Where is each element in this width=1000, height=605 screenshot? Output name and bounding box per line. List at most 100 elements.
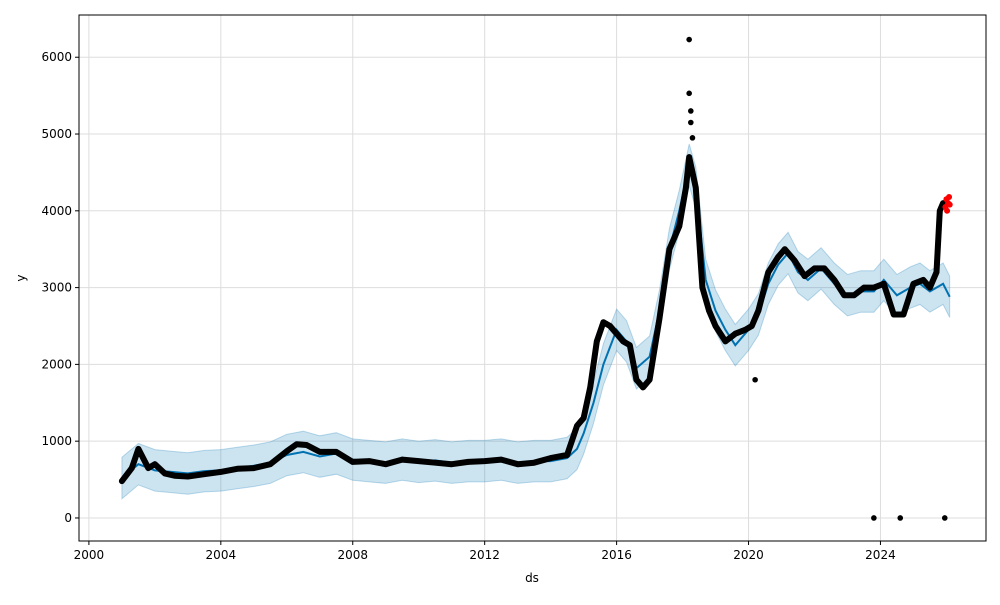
x-tick-label: 2008: [337, 548, 368, 562]
observed-point: [686, 90, 692, 97]
observed-point: [382, 461, 389, 468]
observed-points-layer: [118, 36, 948, 521]
observed-point: [145, 465, 152, 471]
observed-point: [871, 284, 877, 291]
observed-point: [683, 184, 689, 191]
observed-point: [706, 307, 712, 314]
forecast-line-layer: [121, 164, 951, 479]
observed-point: [283, 448, 290, 454]
observed-point: [594, 338, 600, 345]
observed-point: [689, 135, 696, 141]
uncertainty-band: [121, 143, 951, 500]
observed-point: [633, 376, 640, 383]
y-tick-label: 0: [64, 511, 72, 525]
observed-point: [135, 446, 142, 452]
observed-point: [910, 280, 917, 287]
observed-point: [765, 269, 772, 276]
observed-point: [861, 284, 867, 291]
observed-point: [775, 254, 782, 260]
grid: [79, 15, 986, 541]
observed-point: [514, 461, 521, 468]
observed-point: [749, 323, 755, 329]
observed-point: [646, 376, 653, 383]
observed-point: [821, 265, 828, 272]
observed-point: [171, 472, 178, 479]
observed-point: [185, 473, 191, 480]
observed-point: [742, 327, 749, 333]
observed-point: [349, 459, 356, 465]
observed-point: [851, 292, 857, 299]
observed-point: [128, 465, 135, 471]
observed-point: [201, 471, 208, 477]
observed-point: [890, 311, 897, 318]
outlier-point: [946, 201, 953, 208]
observed-point: [871, 515, 877, 521]
outlier-points-layer: [942, 193, 953, 214]
x-tick-label: 2004: [206, 548, 237, 562]
observed-point: [699, 284, 706, 291]
y-axis-label: y: [14, 274, 28, 281]
observed-point: [415, 458, 422, 464]
observed-point: [580, 415, 587, 421]
observed-point: [900, 311, 907, 318]
observed-trace: [118, 154, 947, 485]
outlier-point: [944, 207, 951, 214]
observed-point: [782, 246, 788, 253]
observed-point: [692, 184, 699, 191]
observed-point: [234, 466, 241, 472]
observed-point: [640, 384, 646, 391]
observed-point: [791, 257, 798, 264]
observed-point: [613, 330, 620, 337]
y-tick-label: 4000: [41, 204, 72, 218]
observed-point: [316, 449, 323, 455]
y-tick-label: 3000: [41, 281, 72, 295]
observed-point: [656, 315, 663, 322]
observed-point: [927, 284, 933, 291]
observed-point: [831, 277, 838, 283]
observed-point: [607, 323, 613, 329]
observed-point: [841, 292, 847, 299]
observed-point: [722, 338, 729, 345]
observed-point: [366, 458, 373, 464]
observed-point: [564, 452, 570, 458]
observed-point: [811, 265, 818, 272]
x-tick-label: 2024: [865, 548, 896, 562]
observed-point: [752, 376, 758, 383]
observed-point: [303, 442, 310, 448]
observed-point: [933, 269, 940, 276]
y-axis-ticks: 0 1000 2000 3000 4000 5000 6000: [41, 50, 79, 525]
x-tick-label: 2012: [469, 548, 500, 562]
y-tick-label: 6000: [41, 50, 72, 64]
observed-point: [448, 461, 455, 468]
observed-point: [897, 515, 904, 521]
observed-point: [399, 456, 406, 463]
forecast-line: [121, 164, 951, 479]
observed-point: [465, 459, 471, 465]
observed-point: [801, 273, 808, 279]
observed-point: [676, 223, 683, 229]
observed-point: [587, 384, 594, 391]
observed-point: [218, 469, 224, 475]
observed-point: [547, 455, 554, 461]
observed-point: [688, 108, 694, 114]
observed-point: [732, 330, 739, 337]
x-axis-ticks: 2000 2004 2008 2012 2016 2020 2024: [74, 541, 896, 562]
observed-point: [333, 449, 340, 455]
observed-point: [161, 470, 168, 477]
observed-point: [531, 459, 537, 466]
observed-point: [755, 307, 762, 314]
observed-point: [880, 280, 887, 287]
outlier-point: [946, 193, 953, 200]
observed-point: [689, 169, 696, 176]
plot-frame: [78, 14, 987, 542]
observed-point: [686, 154, 692, 160]
y-tick-label: 2000: [41, 357, 72, 371]
observed-point: [666, 246, 673, 253]
observed-point: [620, 338, 626, 345]
x-tick-label: 2000: [74, 548, 105, 562]
y-tick-label: 1000: [41, 434, 72, 448]
uncertainty-band-layer: [121, 143, 951, 500]
observed-point: [251, 465, 257, 471]
